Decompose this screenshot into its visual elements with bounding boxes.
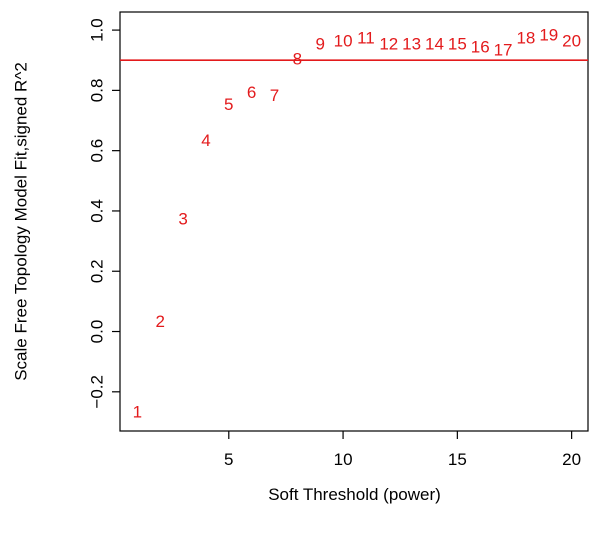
point-label: 12 <box>379 35 398 54</box>
point-label: 9 <box>315 35 324 54</box>
y-tick-label: 0.6 <box>87 139 106 163</box>
y-tick-label: 0.8 <box>87 79 106 103</box>
point-label: 20 <box>562 32 581 51</box>
point-label: 17 <box>494 41 513 60</box>
point-label: 4 <box>201 131 210 150</box>
plot-frame <box>119 11 589 432</box>
y-tick-label: 0.4 <box>87 199 106 223</box>
point-label: 19 <box>539 26 558 45</box>
point-label: 8 <box>293 50 302 69</box>
x-axis: 5 10 15 20 <box>224 431 581 469</box>
point-label: 1 <box>133 402 142 421</box>
point-label: 16 <box>471 38 490 57</box>
point-label: 13 <box>402 35 421 54</box>
point-label: 2 <box>155 312 164 331</box>
point-label: 6 <box>247 83 256 102</box>
point-label: 5 <box>224 95 233 114</box>
x-tick-label: 20 <box>562 450 581 469</box>
point-label: 3 <box>178 209 187 228</box>
y-tick-label: 0.0 <box>87 320 106 344</box>
point-label: 18 <box>516 29 535 48</box>
x-tick-label: 10 <box>334 450 353 469</box>
point-label: 14 <box>425 35 444 54</box>
y-tick-label: −0.2 <box>87 375 106 409</box>
y-axis-label: Scale Free Topology Model Fit,signed R^2 <box>11 62 30 381</box>
point-label: 7 <box>270 86 279 105</box>
point-label: 10 <box>334 32 353 51</box>
y-tick-label: 1.0 <box>87 18 106 42</box>
point-label: 11 <box>357 29 375 48</box>
point-label: 15 <box>448 35 467 54</box>
x-tick-label: 15 <box>448 450 467 469</box>
x-tick-label: 5 <box>224 450 233 469</box>
y-axis: −0.2 0.0 0.2 0.4 0.6 0.8 1.0 <box>87 18 120 409</box>
y-tick-label: 0.2 <box>87 259 106 283</box>
x-axis-label: Soft Threshold (power) <box>268 485 441 504</box>
